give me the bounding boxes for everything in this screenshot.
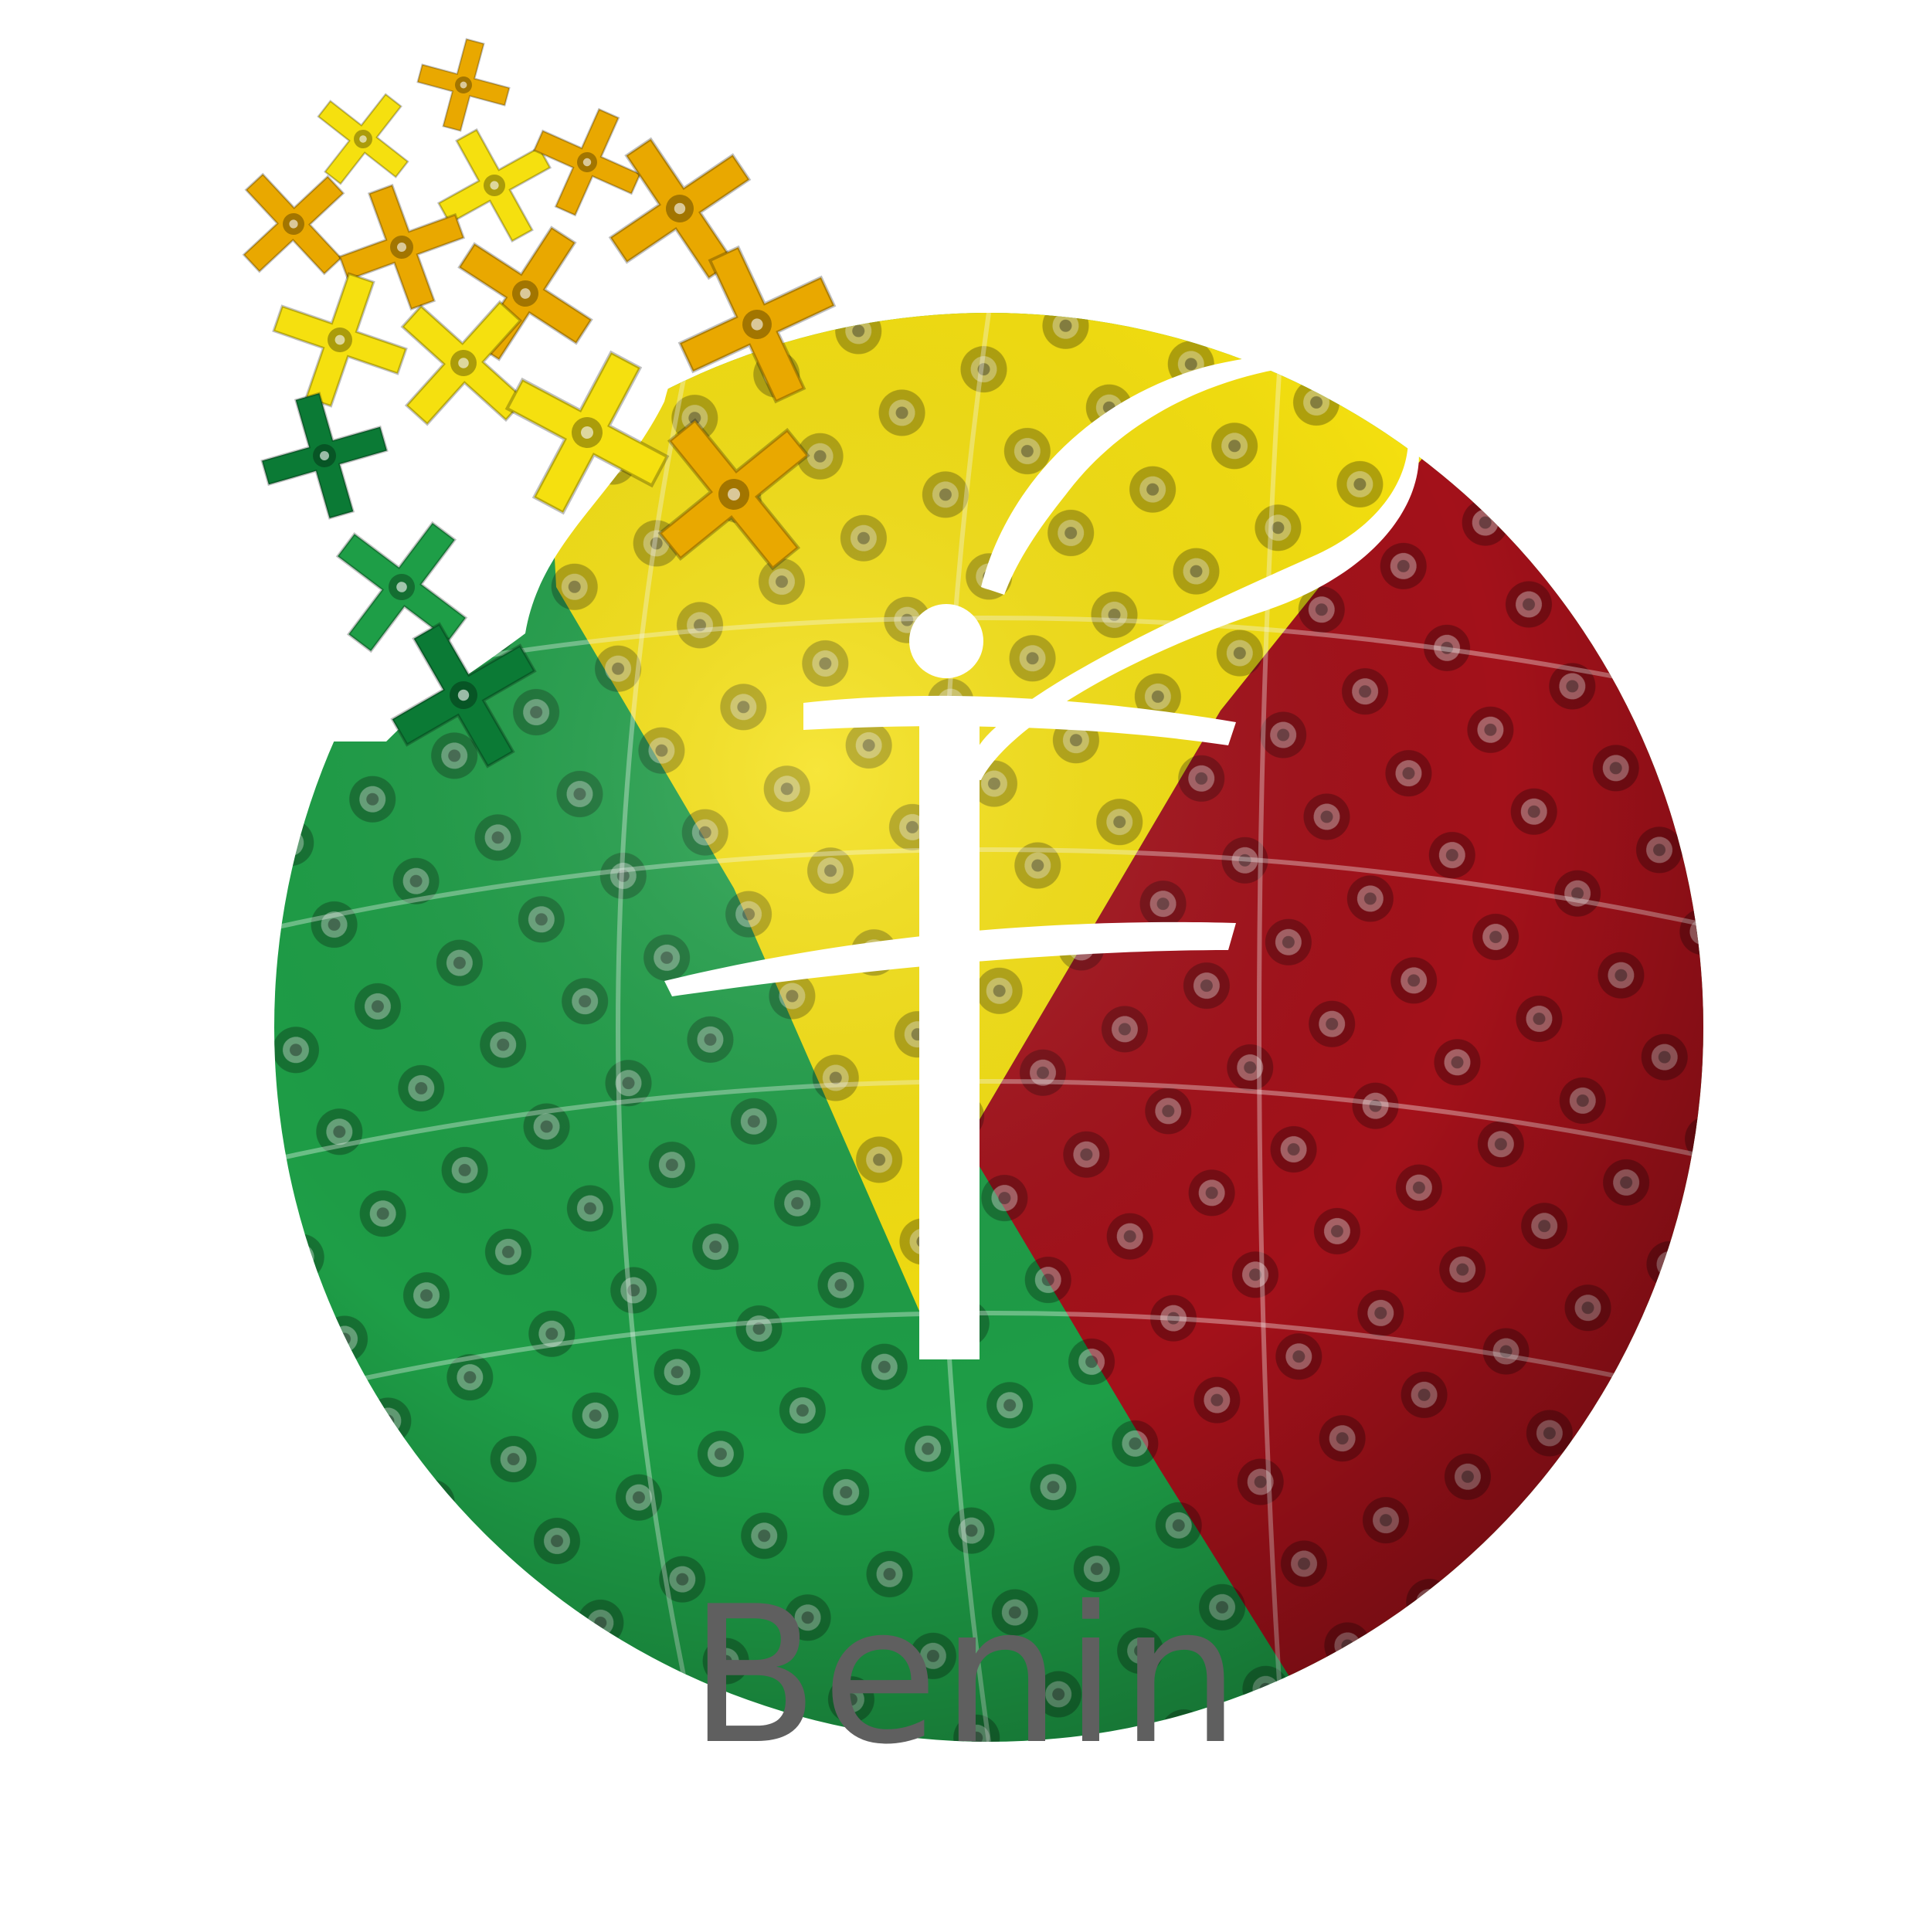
puzzle-piece: [242, 172, 345, 276]
puzzle-piece: [260, 392, 389, 520]
puzzle-piece: [608, 137, 752, 280]
puzzle-piece: [677, 245, 837, 404]
country-name: Benin: [688, 1566, 1244, 1786]
symbol-curl: [972, 340, 1419, 780]
symbol-stem: [919, 722, 980, 1359]
puzzle-piece: [657, 418, 810, 571]
symbol-upper-bar: [803, 695, 1236, 745]
puzzle-piece: [390, 622, 537, 769]
f-glyph-symbol-icon: [664, 340, 1419, 1359]
puzzle-piece: [335, 521, 468, 653]
symbol-dot: [909, 604, 983, 678]
puzzle-piece: [504, 350, 670, 515]
flying-puzzle-pieces: [242, 38, 837, 769]
puzzle-piece: [317, 93, 409, 185]
puzzle-piece: [338, 183, 466, 311]
puzzle-piece: [436, 127, 552, 243]
puzzle-piece: [416, 38, 511, 132]
puzzle-piece: [532, 107, 642, 217]
symbol-top-hook: [981, 355, 1344, 595]
